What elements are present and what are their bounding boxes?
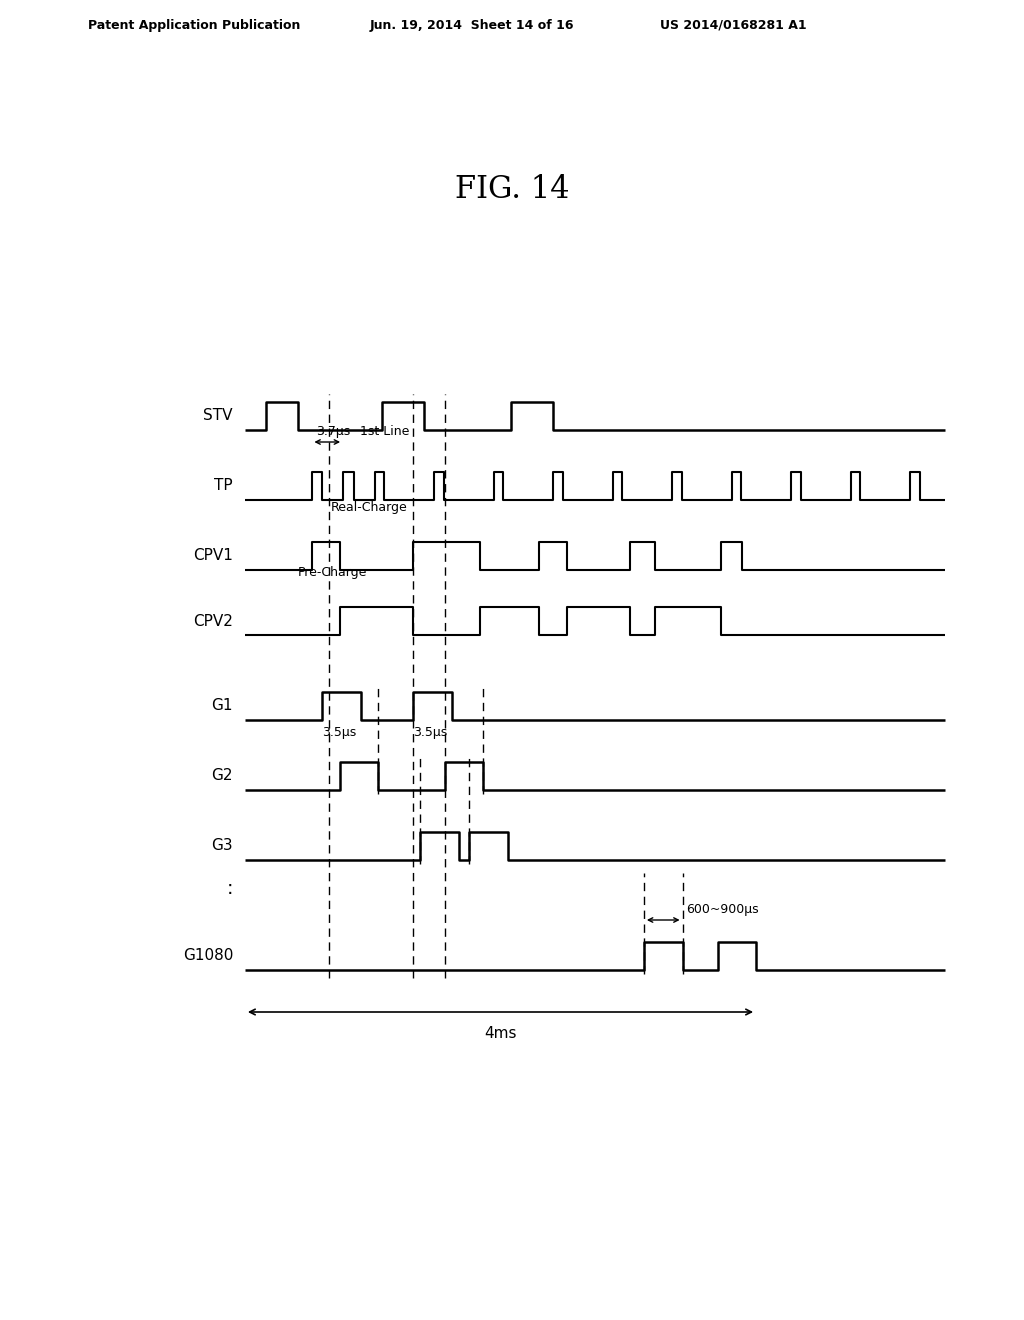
Text: 1st Line: 1st Line: [360, 425, 410, 438]
Text: G1080: G1080: [182, 949, 233, 964]
Text: G1: G1: [212, 698, 233, 714]
Text: CPV1: CPV1: [194, 549, 233, 564]
Text: Real-Charge: Real-Charge: [331, 502, 408, 513]
Text: Jun. 19, 2014  Sheet 14 of 16: Jun. 19, 2014 Sheet 14 of 16: [370, 18, 574, 32]
Text: TP: TP: [214, 479, 233, 494]
Text: CPV2: CPV2: [194, 614, 233, 628]
Text: US 2014/0168281 A1: US 2014/0168281 A1: [660, 18, 807, 32]
Text: STV: STV: [204, 408, 233, 424]
Text: Pre-Charge: Pre-Charge: [298, 566, 367, 579]
Text: G3: G3: [211, 838, 233, 854]
Text: FIG. 14: FIG. 14: [455, 174, 569, 206]
Text: 3.5μs: 3.5μs: [413, 726, 447, 739]
Text: 3.5μs: 3.5μs: [322, 726, 356, 739]
Text: Patent Application Publication: Patent Application Publication: [88, 18, 300, 32]
Text: 3.7μs: 3.7μs: [316, 425, 351, 438]
Text: G2: G2: [212, 768, 233, 784]
Text: 4ms: 4ms: [484, 1026, 517, 1041]
Text: :: :: [226, 879, 233, 899]
Text: 600~900μs: 600~900μs: [686, 903, 759, 916]
